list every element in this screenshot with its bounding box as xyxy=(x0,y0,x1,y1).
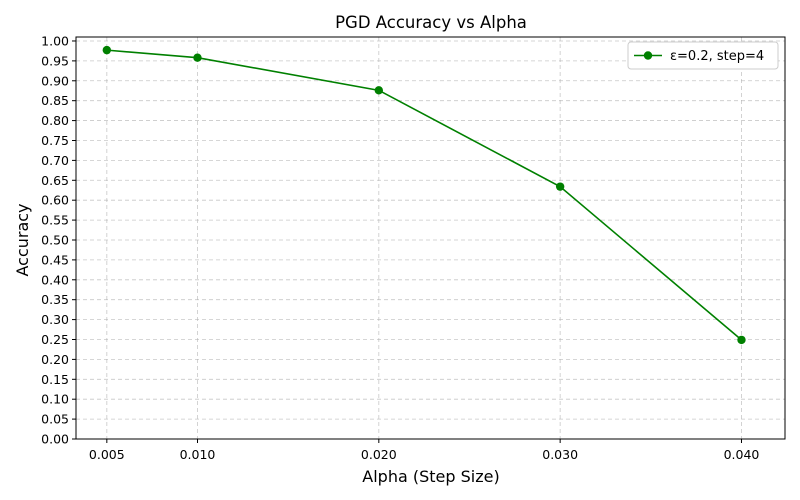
y-tick-label: 0.80 xyxy=(41,113,69,128)
y-tick-label: 0.15 xyxy=(41,372,69,387)
y-tick-label: 0.65 xyxy=(41,173,69,188)
data-point xyxy=(193,53,202,62)
y-tick-label: 0.60 xyxy=(41,193,69,208)
chart-title: PGD Accuracy vs Alpha xyxy=(335,13,527,32)
x-tick-label: 0.030 xyxy=(542,447,578,462)
y-tick-label: 0.25 xyxy=(41,332,69,347)
data-point xyxy=(555,182,565,191)
y-tick-label: 0.35 xyxy=(41,292,69,307)
y-tick-label: 0.70 xyxy=(41,153,69,168)
y-tick-label: 0.00 xyxy=(41,432,69,447)
legend-marker-swatch xyxy=(643,51,653,60)
legend-box xyxy=(627,41,779,70)
y-tick-label: 0.45 xyxy=(41,252,69,267)
data-point xyxy=(737,335,746,345)
x-tick-label: 0.040 xyxy=(724,447,760,462)
y-tick-label: 0.05 xyxy=(41,412,69,427)
y-tick-label: 0.40 xyxy=(41,272,69,287)
legend: ε=0.2, step=4 xyxy=(627,41,779,70)
y-tick-label: 0.20 xyxy=(41,352,69,367)
data-point xyxy=(374,86,384,95)
x-tick-label: 0.020 xyxy=(361,447,397,462)
y-tick-label: 0.75 xyxy=(41,133,69,148)
x-tick-label: 0.010 xyxy=(180,447,216,462)
y-tick-label: 0.85 xyxy=(41,93,69,108)
y-tick-label: 0.10 xyxy=(41,392,69,407)
x-tick-label: 0.005 xyxy=(89,447,125,462)
legend-label: ε=0.2, step=4 xyxy=(670,49,764,64)
x-axis-title: Alpha (Step Size) xyxy=(362,467,499,486)
y-axis-title: Accuracy xyxy=(13,203,32,276)
y-tick-label: 1.00 xyxy=(41,33,69,48)
y-tick-label: 0.30 xyxy=(41,312,69,327)
y-tick-label: 0.90 xyxy=(41,73,69,88)
plot-frame xyxy=(75,36,786,440)
series-layer xyxy=(102,45,746,345)
series-line xyxy=(106,49,742,341)
y-tick-label: 0.95 xyxy=(41,53,69,68)
y-tick-label: 0.50 xyxy=(41,232,69,247)
grid-lines xyxy=(76,37,785,440)
data-point xyxy=(102,45,112,55)
x-axis-ticks: 0.005 0.010 0.020 0.030 0.040 xyxy=(89,439,759,462)
y-tick-label: 0.55 xyxy=(41,213,69,228)
y-axis-ticks: 0.00 0.05 0.10 0.15 0.20 0.25 0.30 0.35 0.40 0.45… xyxy=(41,33,76,447)
